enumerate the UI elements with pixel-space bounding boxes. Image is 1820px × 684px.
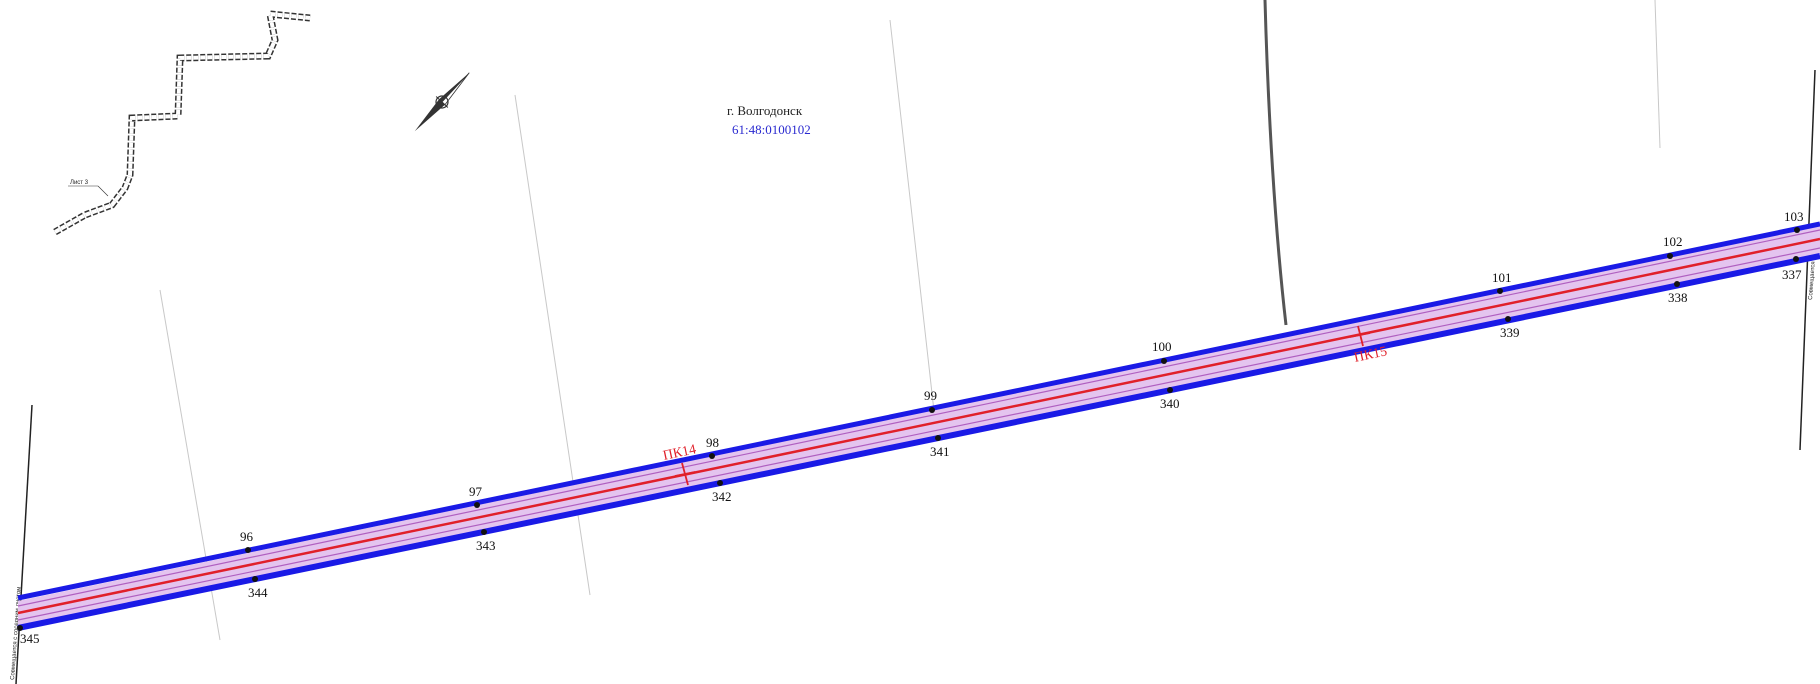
point-label: 103 bbox=[1784, 209, 1804, 224]
point-label: 102 bbox=[1663, 234, 1683, 249]
parcel-line bbox=[1654, 0, 1661, 149]
point-100 bbox=[1161, 358, 1167, 364]
point-label: 343 bbox=[476, 538, 496, 553]
city-label: г. Волгодонск bbox=[727, 103, 803, 118]
north-boundary bbox=[17, 221, 1820, 601]
pk14-label: ПК14 bbox=[662, 442, 698, 464]
key-map-route-inner bbox=[54, 11, 311, 234]
point-101 bbox=[1497, 288, 1503, 294]
south-point-markers bbox=[17, 256, 1799, 631]
pk15-label: ПК15 bbox=[1353, 344, 1389, 366]
point-338 bbox=[1674, 281, 1680, 287]
point-96 bbox=[245, 547, 251, 553]
cadastral-number: 61:48:0100102 bbox=[732, 122, 811, 137]
key-map-leader bbox=[97, 185, 109, 197]
point-label: 98 bbox=[706, 435, 719, 450]
right-edge-label: Совмещается с листом 1 bbox=[1808, 229, 1819, 300]
point-label: 342 bbox=[712, 489, 732, 504]
point-label: 339 bbox=[1500, 325, 1520, 340]
zone-line bbox=[17, 229, 1820, 607]
point-label: 344 bbox=[248, 585, 268, 600]
point-97 bbox=[474, 502, 480, 508]
pk15-marker bbox=[1349, 332, 1371, 338]
point-99 bbox=[929, 407, 935, 413]
point-label: 99 bbox=[924, 388, 937, 403]
point-102 bbox=[1667, 253, 1673, 259]
point-340 bbox=[1167, 387, 1173, 393]
picket-markers bbox=[674, 325, 1371, 486]
left-sheet-edge bbox=[15, 404, 33, 684]
pipeline-axis bbox=[17, 237, 1820, 615]
south-boundary bbox=[17, 253, 1820, 631]
point-label: 100 bbox=[1152, 339, 1172, 354]
point-label: 341 bbox=[930, 444, 950, 459]
point-label: 97 bbox=[469, 484, 483, 499]
north-arrow-icon bbox=[414, 72, 470, 132]
point-342 bbox=[717, 480, 723, 486]
sheet-label: Лист 3 bbox=[70, 180, 89, 186]
point-label: 338 bbox=[1668, 290, 1688, 305]
point-345 bbox=[17, 625, 23, 631]
parcel-line bbox=[889, 19, 936, 421]
point-label: 340 bbox=[1160, 396, 1180, 411]
point-343 bbox=[481, 529, 487, 535]
north-point-markers bbox=[245, 227, 1800, 553]
point-103 bbox=[1794, 227, 1800, 233]
point-337 bbox=[1793, 256, 1799, 262]
point-label: 101 bbox=[1492, 270, 1512, 285]
point-label: 337 bbox=[1782, 267, 1802, 282]
road-curve bbox=[1263, 0, 1288, 326]
point-98 bbox=[709, 453, 715, 459]
point-label: 345 bbox=[20, 631, 40, 646]
pk15-marker bbox=[1357, 325, 1364, 347]
key-map bbox=[53, 10, 311, 236]
point-339 bbox=[1505, 316, 1511, 322]
point-341 bbox=[935, 435, 941, 441]
pk14-marker bbox=[674, 471, 696, 477]
zone-line bbox=[17, 247, 1820, 621]
point-344 bbox=[252, 576, 258, 582]
point-label: 96 bbox=[240, 529, 254, 544]
